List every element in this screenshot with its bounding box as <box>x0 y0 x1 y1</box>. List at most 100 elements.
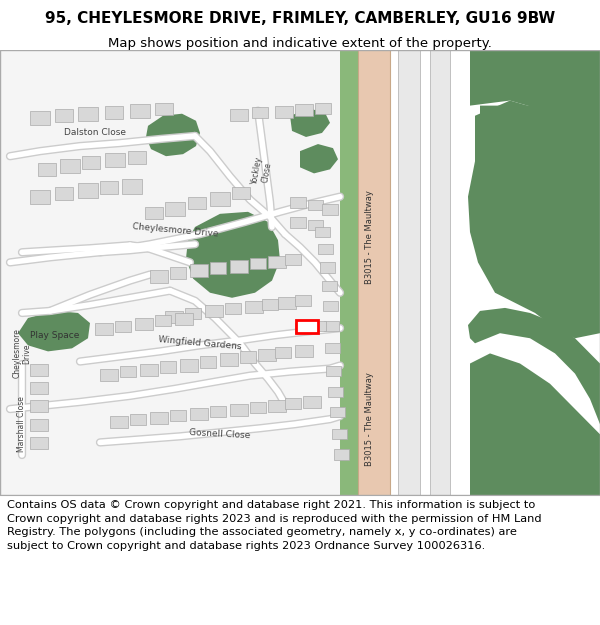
FancyBboxPatch shape <box>190 264 208 276</box>
FancyBboxPatch shape <box>78 107 98 121</box>
FancyBboxPatch shape <box>275 348 291 359</box>
FancyBboxPatch shape <box>210 192 230 206</box>
FancyBboxPatch shape <box>232 186 250 199</box>
FancyBboxPatch shape <box>325 343 340 353</box>
FancyBboxPatch shape <box>230 404 248 416</box>
FancyBboxPatch shape <box>140 364 158 376</box>
FancyBboxPatch shape <box>128 151 146 164</box>
FancyBboxPatch shape <box>258 349 276 361</box>
Bar <box>430 50 450 495</box>
FancyBboxPatch shape <box>175 313 193 325</box>
Text: Contains OS data © Crown copyright and database right 2021. This information is : Contains OS data © Crown copyright and d… <box>7 500 542 551</box>
FancyBboxPatch shape <box>160 361 176 372</box>
Bar <box>296 320 318 333</box>
Text: Map shows position and indicative extent of the property.: Map shows position and indicative extent… <box>108 38 492 51</box>
Bar <box>358 50 390 495</box>
Text: B3015 - The Maultway: B3015 - The Maultway <box>365 372 374 466</box>
FancyBboxPatch shape <box>130 104 150 118</box>
FancyBboxPatch shape <box>200 356 216 367</box>
FancyBboxPatch shape <box>308 220 323 230</box>
FancyBboxPatch shape <box>308 199 323 210</box>
FancyBboxPatch shape <box>150 271 168 282</box>
FancyBboxPatch shape <box>30 111 50 125</box>
FancyBboxPatch shape <box>230 261 248 272</box>
FancyBboxPatch shape <box>155 315 171 326</box>
Text: Marshall Close: Marshall Close <box>17 396 26 452</box>
Text: B3015 - The Maultway: B3015 - The Maultway <box>365 190 374 284</box>
FancyBboxPatch shape <box>220 353 238 366</box>
FancyBboxPatch shape <box>122 179 142 194</box>
FancyBboxPatch shape <box>180 359 198 372</box>
FancyBboxPatch shape <box>185 308 201 319</box>
FancyBboxPatch shape <box>205 305 223 317</box>
Bar <box>398 50 420 495</box>
FancyBboxPatch shape <box>295 323 309 333</box>
FancyBboxPatch shape <box>328 387 343 397</box>
Polygon shape <box>475 101 600 262</box>
FancyBboxPatch shape <box>30 438 48 449</box>
FancyBboxPatch shape <box>170 268 186 279</box>
FancyBboxPatch shape <box>155 102 173 115</box>
FancyBboxPatch shape <box>135 318 153 330</box>
FancyBboxPatch shape <box>150 412 168 424</box>
Bar <box>0 50 340 495</box>
FancyBboxPatch shape <box>230 109 248 121</box>
FancyBboxPatch shape <box>268 400 286 412</box>
FancyBboxPatch shape <box>130 414 146 425</box>
FancyBboxPatch shape <box>262 299 278 310</box>
Bar <box>390 50 398 495</box>
Polygon shape <box>290 109 330 137</box>
FancyBboxPatch shape <box>38 163 56 176</box>
FancyBboxPatch shape <box>326 366 341 376</box>
Polygon shape <box>470 50 600 171</box>
FancyBboxPatch shape <box>55 186 73 199</box>
FancyBboxPatch shape <box>323 301 338 311</box>
Bar <box>340 50 358 495</box>
FancyBboxPatch shape <box>105 106 123 119</box>
Polygon shape <box>470 353 600 495</box>
FancyBboxPatch shape <box>303 396 321 408</box>
FancyBboxPatch shape <box>30 364 48 376</box>
Text: Cheylesmore
Drive: Cheylesmore Drive <box>12 329 32 378</box>
FancyBboxPatch shape <box>322 281 337 291</box>
FancyBboxPatch shape <box>322 204 338 215</box>
FancyBboxPatch shape <box>320 262 335 272</box>
FancyBboxPatch shape <box>295 104 313 116</box>
FancyBboxPatch shape <box>110 416 128 428</box>
FancyBboxPatch shape <box>252 107 268 118</box>
Polygon shape <box>146 114 200 156</box>
Text: 95, CHEYLESMORE DRIVE, FRIMLEY, CAMBERLEY, GU16 9BW: 95, CHEYLESMORE DRIVE, FRIMLEY, CAMBERLE… <box>45 11 555 26</box>
Text: Play Space: Play Space <box>31 331 80 340</box>
FancyBboxPatch shape <box>268 256 286 269</box>
FancyBboxPatch shape <box>315 102 331 114</box>
FancyBboxPatch shape <box>290 217 306 228</box>
FancyBboxPatch shape <box>332 429 347 439</box>
FancyBboxPatch shape <box>105 153 125 168</box>
FancyBboxPatch shape <box>30 400 48 412</box>
Polygon shape <box>186 212 280 298</box>
FancyBboxPatch shape <box>250 258 266 269</box>
FancyBboxPatch shape <box>78 184 98 198</box>
Bar <box>420 50 430 495</box>
FancyBboxPatch shape <box>145 207 163 219</box>
FancyBboxPatch shape <box>240 351 256 362</box>
FancyBboxPatch shape <box>55 109 73 122</box>
FancyBboxPatch shape <box>100 181 118 194</box>
FancyBboxPatch shape <box>315 227 330 237</box>
FancyBboxPatch shape <box>245 301 263 313</box>
FancyBboxPatch shape <box>30 189 50 204</box>
FancyBboxPatch shape <box>290 197 306 208</box>
Polygon shape <box>488 404 545 454</box>
Polygon shape <box>468 106 600 338</box>
FancyBboxPatch shape <box>30 382 48 394</box>
Text: Wingfield Gardens: Wingfield Gardens <box>158 335 242 351</box>
FancyBboxPatch shape <box>100 369 118 381</box>
FancyBboxPatch shape <box>210 262 226 274</box>
Polygon shape <box>18 311 90 351</box>
FancyBboxPatch shape <box>115 321 131 332</box>
FancyBboxPatch shape <box>295 346 313 358</box>
FancyBboxPatch shape <box>295 295 311 306</box>
FancyBboxPatch shape <box>188 197 206 209</box>
FancyBboxPatch shape <box>324 321 339 331</box>
FancyBboxPatch shape <box>190 408 208 420</box>
